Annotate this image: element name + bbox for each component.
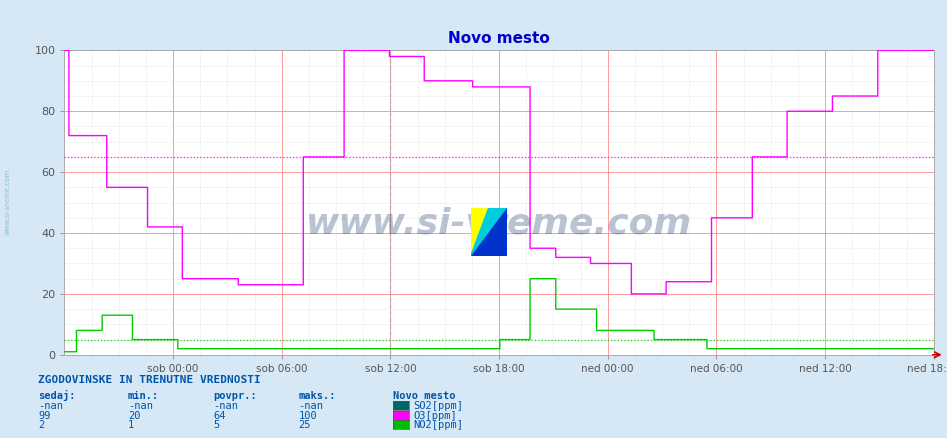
Text: SO2[ppm]: SO2[ppm]: [413, 401, 463, 411]
Text: -nan: -nan: [298, 401, 323, 411]
Polygon shape: [471, 208, 507, 256]
Text: ZGODOVINSKE IN TRENUTNE VREDNOSTI: ZGODOVINSKE IN TRENUTNE VREDNOSTI: [38, 375, 260, 385]
Text: 25: 25: [298, 420, 311, 431]
Text: www.si-vreme.com: www.si-vreme.com: [306, 207, 692, 241]
Text: 1: 1: [128, 420, 134, 431]
Text: 99: 99: [38, 411, 50, 421]
Polygon shape: [471, 208, 489, 256]
Text: www.si-vreme.com: www.si-vreme.com: [5, 169, 10, 234]
Text: sedaj:: sedaj:: [38, 390, 76, 402]
Text: NO2[ppm]: NO2[ppm]: [413, 420, 463, 431]
Text: O3[ppm]: O3[ppm]: [413, 411, 456, 421]
Text: 100: 100: [298, 411, 317, 421]
Text: min.:: min.:: [128, 392, 159, 402]
Text: 5: 5: [213, 420, 220, 431]
Text: Novo mesto: Novo mesto: [393, 392, 456, 402]
Text: -nan: -nan: [128, 401, 152, 411]
Text: maks.:: maks.:: [298, 392, 336, 402]
Text: 2: 2: [38, 420, 45, 431]
Text: 64: 64: [213, 411, 225, 421]
Polygon shape: [471, 208, 507, 256]
Text: -nan: -nan: [38, 401, 63, 411]
Text: -nan: -nan: [213, 401, 238, 411]
Title: Novo mesto: Novo mesto: [448, 32, 550, 46]
Text: 20: 20: [128, 411, 140, 421]
Text: povpr.:: povpr.:: [213, 392, 257, 402]
